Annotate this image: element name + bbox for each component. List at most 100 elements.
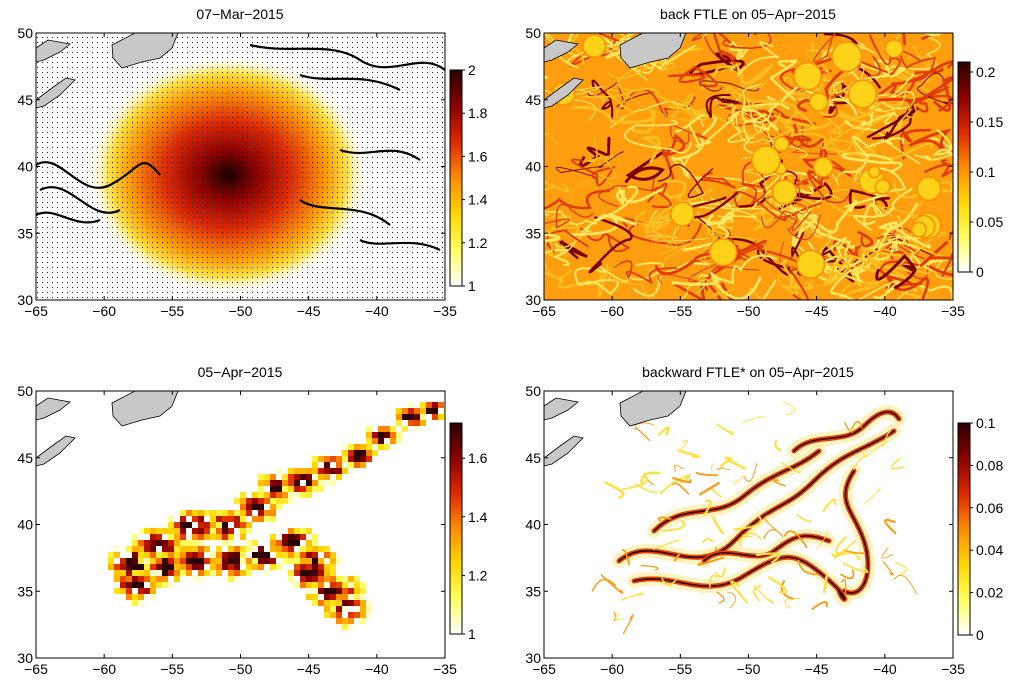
pixel-cell xyxy=(216,546,222,552)
pixel-cell xyxy=(306,528,312,534)
pixel-cell xyxy=(342,462,348,468)
pixel-cell xyxy=(120,582,126,588)
pixel-cell xyxy=(276,546,282,552)
pixel-cell xyxy=(228,528,234,534)
pixel-cell xyxy=(342,576,348,582)
y-tick-label: 35 xyxy=(17,225,33,241)
pixel-cell xyxy=(234,522,240,528)
pixel-cell xyxy=(186,558,192,564)
panel-3-landmass-newfoundland xyxy=(111,391,179,427)
x-tick-label: −45 xyxy=(297,661,321,677)
panel-4-landmass-nova-scotia xyxy=(544,397,584,467)
panel-2-landmass-newfoundland xyxy=(619,33,687,69)
y-tick-label: 30 xyxy=(525,650,541,666)
pixel-cell xyxy=(282,474,288,480)
pixel-cell xyxy=(276,540,282,546)
pixel-cell xyxy=(354,612,360,618)
ftle-filament xyxy=(882,431,891,447)
x-tick-label: −55 xyxy=(668,303,692,319)
ftle-filament xyxy=(624,119,692,154)
x-tick-label: −55 xyxy=(160,661,184,677)
pixel-cell xyxy=(306,552,312,558)
pixel-cell xyxy=(276,468,282,474)
pixel-cell xyxy=(324,468,330,474)
ftle-filament xyxy=(621,90,696,121)
panel-4-axes: −65 −60 −55 −50 −45 −40 −35 30 35 40 45 50 xyxy=(525,383,965,677)
ftle-eddy xyxy=(771,179,798,206)
pixel-cell xyxy=(348,450,354,456)
pixel-cell xyxy=(132,552,138,558)
pixel-cell xyxy=(420,402,426,408)
pixel-cell xyxy=(288,546,294,552)
y-tick-label: 45 xyxy=(525,92,541,108)
pixel-cell xyxy=(210,570,216,576)
pixel-cell xyxy=(276,564,282,570)
ftle-filament xyxy=(606,64,641,119)
pixel-cell xyxy=(348,444,354,450)
pixel-cell xyxy=(120,570,126,576)
ftle-filament xyxy=(622,549,630,566)
pixel-cell xyxy=(234,558,240,564)
pixel-cell xyxy=(258,480,264,486)
pixel-cell xyxy=(144,546,150,552)
pixel-cell xyxy=(126,582,132,588)
ftle-filament xyxy=(908,128,953,154)
ftle-filament xyxy=(621,475,648,491)
x-tick-label: −40 xyxy=(873,303,897,319)
ftle-filament xyxy=(905,86,953,113)
pixel-cell xyxy=(342,444,348,450)
pixel-cell xyxy=(360,618,366,624)
x-tick-label: −60 xyxy=(92,303,116,319)
panel-4-land xyxy=(544,391,687,467)
pixel-cell xyxy=(414,414,420,420)
x-tick-label: −65 xyxy=(532,303,556,319)
pixel-cell xyxy=(324,606,330,612)
ftle-filament xyxy=(544,229,589,254)
pixel-cell xyxy=(384,432,390,438)
pixel-cell xyxy=(354,594,360,600)
pixel-cell xyxy=(168,534,174,540)
pixel-cell xyxy=(228,558,234,564)
ftle-eddy xyxy=(874,178,891,195)
pixel-cell xyxy=(186,522,192,528)
ftle-filament xyxy=(728,40,751,61)
pixel-cell xyxy=(348,468,354,474)
pixel-cell xyxy=(270,504,276,510)
ftle-filament xyxy=(579,136,611,168)
ftle-filament xyxy=(640,565,659,571)
ftle-filament xyxy=(716,423,735,436)
panel-1: 07−Mar−2015 −65 −60 −55 −50 −45 −40 −35 30 35 40 4… xyxy=(17,6,487,319)
pixel-cell xyxy=(150,582,156,588)
ftle-eddy xyxy=(808,92,829,112)
pixel-cell xyxy=(294,528,300,534)
pixel-cell xyxy=(366,432,372,438)
colorbar-tick-label: 0.1 xyxy=(976,164,996,180)
pixel-cell xyxy=(330,600,336,606)
y-tick-label: 30 xyxy=(525,292,541,308)
ftle-filament xyxy=(844,187,913,218)
pixel-cell xyxy=(156,558,162,564)
pixel-cell xyxy=(270,480,276,486)
ftle-filament xyxy=(634,427,651,442)
pixel-cell xyxy=(264,516,270,522)
pixel-cell xyxy=(138,594,144,600)
pixel-cell xyxy=(210,564,216,570)
pixel-cell xyxy=(252,540,258,546)
pixel-cell xyxy=(144,570,150,576)
pixel-cell xyxy=(342,450,348,456)
pixel-cell xyxy=(138,576,144,582)
pixel-cell xyxy=(150,528,156,534)
pixel-cell xyxy=(324,546,330,552)
pixel-cell xyxy=(306,540,312,546)
pixel-cell xyxy=(324,612,330,618)
pixel-cell xyxy=(324,552,330,558)
pixel-cell xyxy=(300,492,306,498)
pixel-cell xyxy=(270,564,276,570)
pixel-cell xyxy=(306,582,312,588)
pixel-cell xyxy=(192,576,198,582)
pixel-cell xyxy=(312,534,318,540)
pixel-cell xyxy=(180,552,186,558)
ftle-filament xyxy=(705,61,769,102)
pixel-cell xyxy=(300,558,306,564)
